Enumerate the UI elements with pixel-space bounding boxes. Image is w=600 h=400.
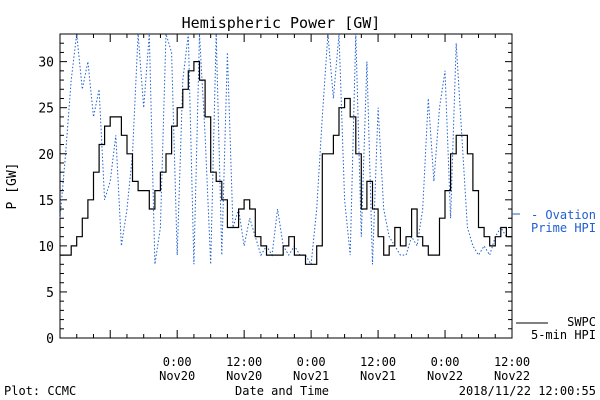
footer-timestamp: 2018/11/22 12:00:55 <box>459 384 596 398</box>
legend-swpc-line2: 5-min HPI <box>531 328 596 342</box>
x-tick-label-time: 0:00 <box>297 355 326 369</box>
x-tick-label-date: Nov20 <box>159 369 195 383</box>
x-tick-label-date: Nov21 <box>293 369 329 383</box>
y-tick-label: 0 <box>46 332 54 347</box>
x-tick-label-date: Nov21 <box>360 369 396 383</box>
legend-swpc: SWPC 5-min HPI <box>516 315 596 342</box>
legend-ovation-line1: - Ovation <box>531 208 596 222</box>
y-tick-label: 20 <box>38 148 54 163</box>
x-axis: 0:00Nov2012:00Nov200:00Nov2112:00Nov210:… <box>59 34 530 383</box>
y-tick-label: 30 <box>38 56 54 71</box>
x-tick-label-date: Nov22 <box>494 369 530 383</box>
legend-ovation: - Ovation Prime HPI <box>512 208 596 235</box>
y-axis-label: P [GW] <box>5 163 20 210</box>
series-line-ovation <box>59 33 512 266</box>
y-tick-label: 15 <box>38 194 54 209</box>
series-line-swpc <box>60 61 512 265</box>
x-tick-label-time: 12:00 <box>226 355 262 369</box>
plot-frame <box>59 33 513 339</box>
x-tick-label-date: Nov22 <box>427 369 463 383</box>
x-tick-label-time: 0:00 <box>163 355 192 369</box>
y-tick-label: 5 <box>46 286 54 301</box>
x-tick-label-date: Nov20 <box>226 369 262 383</box>
x-tick-label-time: 12:00 <box>494 355 530 369</box>
footer-plot-source: Plot: CCMC <box>4 384 76 398</box>
x-tick-label-time: 12:00 <box>360 355 396 369</box>
chart-title: Hemispheric Power [GW] <box>182 14 381 32</box>
legend-swpc-line1: SWPC <box>567 315 596 329</box>
x-axis-label: Date and Time <box>235 384 329 398</box>
y-axis: 0 5 10 15 20 25 30 <box>38 33 512 347</box>
x-tick-label-time: 0:00 <box>431 355 460 369</box>
y-tick-label: 25 <box>38 102 54 117</box>
y-tick-label: 10 <box>38 240 54 255</box>
series-layer <box>59 33 512 266</box>
legend-ovation-line2: Prime HPI <box>531 221 596 235</box>
